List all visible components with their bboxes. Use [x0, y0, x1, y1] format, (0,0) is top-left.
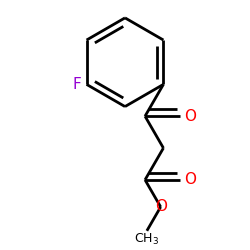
Text: O: O: [184, 172, 196, 187]
Text: O: O: [184, 109, 196, 124]
Text: F: F: [72, 77, 81, 92]
Text: CH$_3$: CH$_3$: [134, 232, 160, 247]
Text: O: O: [155, 200, 167, 214]
